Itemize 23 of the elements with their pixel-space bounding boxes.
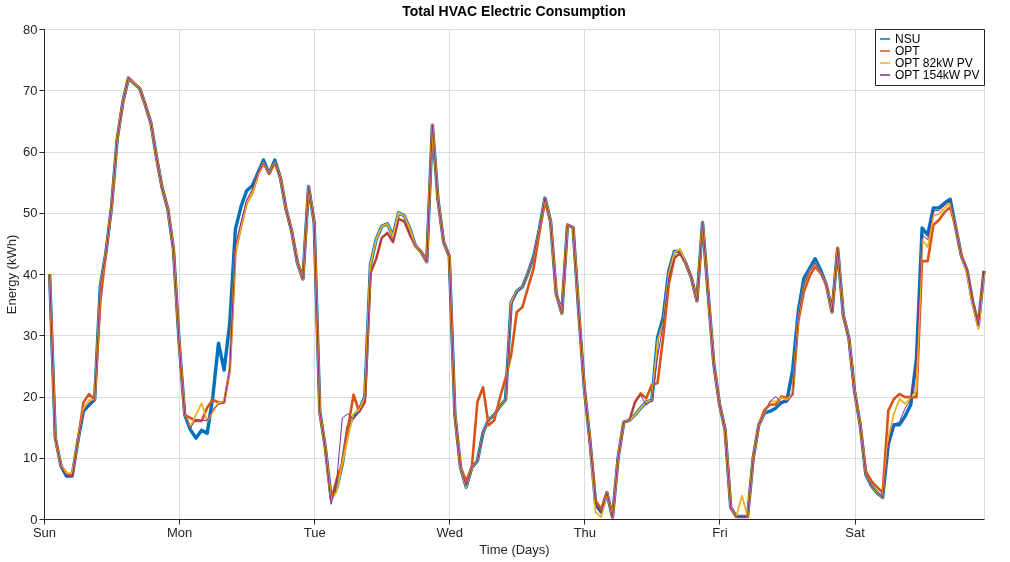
- y-tick-label: 10: [23, 450, 38, 466]
- legend-label: OPT: [895, 44, 921, 58]
- x-tick-label: Fri: [712, 524, 728, 540]
- x-tick-label: Sun: [32, 524, 57, 540]
- y-tick-label: 0: [30, 511, 38, 527]
- y-tick-label: 50: [23, 205, 38, 221]
- x-tick-label: Mon: [166, 524, 193, 540]
- x-axis-title: Time (Days): [479, 541, 550, 557]
- chart-title: Total HVAC Electric Consumption: [402, 3, 626, 19]
- legend-label: OPT 154kW PV: [895, 68, 980, 82]
- y-tick-label: 20: [23, 389, 38, 404]
- y-axis-title: Energy (kWh): [4, 234, 20, 315]
- y-tick-label: 70: [23, 82, 38, 98]
- legend-label: OPT 82kW PV: [895, 56, 973, 70]
- y-tick-label: 40: [23, 266, 38, 282]
- x-tick-label: Tue: [303, 524, 326, 540]
- y-tick-label: 30: [23, 327, 38, 343]
- x-tick-label: Sat: [845, 524, 866, 540]
- x-tick-label: Thu: [573, 524, 597, 540]
- y-tick-label: 80: [23, 21, 38, 37]
- x-tick-label: Wed: [436, 524, 464, 540]
- y-tick-label: 60: [23, 144, 38, 159]
- legend-label: NSU: [895, 32, 921, 46]
